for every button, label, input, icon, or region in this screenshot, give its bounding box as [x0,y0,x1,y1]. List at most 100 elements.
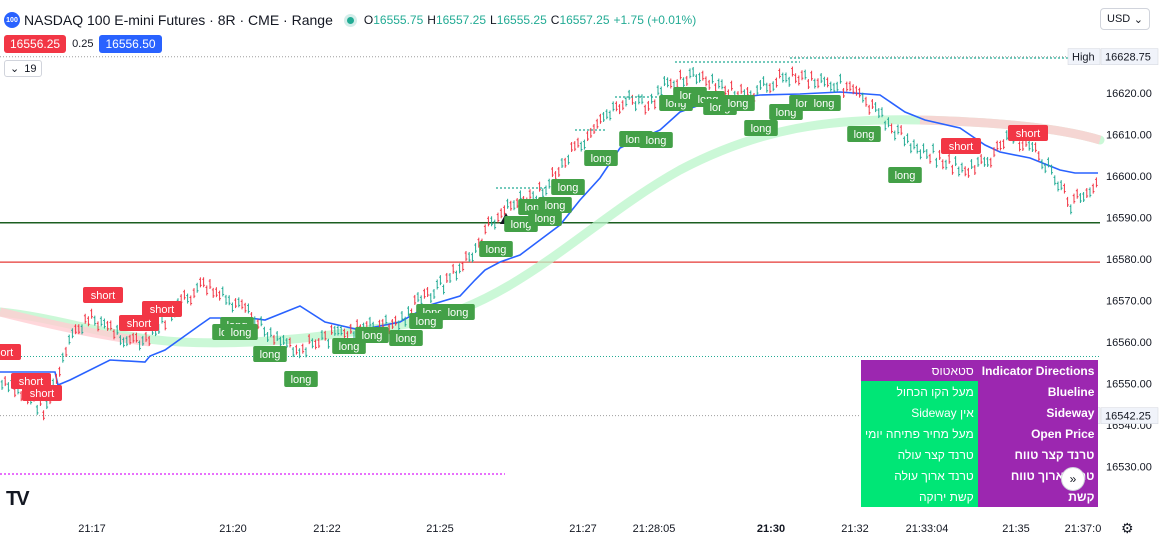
long-signal-badge-bg [807,95,841,111]
scroll-to-realtime-button[interactable]: » [1061,467,1085,491]
open-value: 16555.75 [373,13,424,27]
high-value-label-bg [1100,48,1159,65]
status-cell: טרנד ארוך עולה [861,465,978,486]
indicator-cell: קשת [977,486,1099,507]
short-signal-badge: short [91,290,115,302]
time-axis-tick: 21:22 [313,523,341,535]
indicator-cell: Open Price [977,423,1099,444]
long-signal-badge-bg [538,197,572,213]
short-signal-badge: short [127,318,151,330]
high-value: 16557.25 [435,13,487,27]
time-axis-tick: 21:25 [426,523,454,535]
long-signal-badge-bg [284,371,318,387]
long-signal-badge: long [814,98,835,110]
price-axis-tick: 16560.00 [1106,337,1152,349]
time-axis-tick: 21:28:05 [633,523,676,535]
short-signal-badge: short [30,388,54,400]
long-signal-badge-bg [528,210,562,226]
spread-value: 0.25 [72,38,94,50]
short-signal-badge-bg [1008,125,1048,141]
gear-icon[interactable]: ⚙ [1121,520,1134,536]
price-axis-tick: 16590.00 [1106,213,1152,225]
long-signal-badge: long [511,219,532,231]
short-signal-badge-bg [83,287,123,303]
sell-button[interactable]: 16556.25 [4,35,67,53]
indicator-cell: Sideway [977,402,1099,423]
long-signal-badge: long [396,333,417,345]
indicators-count: 19 [24,62,37,75]
currency-selector[interactable]: USD ⌄ [1100,8,1150,30]
long-signal-badge-bg [253,346,287,362]
table-header-indicator: Indicator Directions [977,360,1099,381]
double-chevron-right-icon: » [1069,472,1077,486]
long-signal-badge-bg [584,150,618,166]
chevron-down-icon: ⌄ [10,63,20,75]
time-axis-tick: 21:27 [569,523,597,535]
short-signal-badge: short [150,304,174,316]
blueline [0,91,1098,387]
time-axis-tick: 21:32 [841,523,869,535]
buy-button[interactable]: 16556.50 [99,35,162,53]
time-axis-tick: 21:17 [78,523,106,535]
high-label-bg [1067,48,1101,65]
long-signal-badge: long [291,374,312,386]
short-signal-badge-bg [22,385,62,401]
high-label: High [1072,52,1095,64]
short-signal-badge-bg [0,344,21,360]
long-signal-badge-bg [744,120,778,136]
long-signal-badge-bg [355,327,389,343]
low-value: 16555.25 [496,13,547,27]
chevron-down-icon: ⌄ [1133,13,1143,26]
short-signal-badge-bg [941,138,981,154]
indicator-cell: טרנד קצר טווח [977,444,1099,465]
status-cell: מעל מחיר פתיחה יומי [861,423,978,444]
long-signal-badge: long [486,244,507,256]
status-cell: מעל הקו הכחול [861,381,978,402]
price-axis-tick: 16550.00 [1106,379,1152,391]
short-signal-badge-bg [119,315,159,331]
long-signal-badge-bg [409,313,443,329]
price-axis-tick: 16530.00 [1106,462,1152,474]
short-signal-badge: short [949,141,973,153]
status-cell: אין Sideway [861,402,978,423]
symbol-title[interactable]: NASDAQ 100 E-mini Futures · 8R · CME · R… [24,12,333,28]
long-signal-badge-bg [639,132,673,148]
high-value-label: 16628.75 [1105,52,1151,64]
long-signal-badge: long [362,330,383,342]
long-signal-badge: long [231,327,252,339]
long-signal-badge: long [728,98,749,110]
long-signal-badge: long [545,200,566,212]
status-cell: טרנד קצר עולה [861,444,978,465]
long-signal-badge: long [558,182,579,194]
long-signal-badge-bg [888,167,922,183]
short-signal-badge: short [0,347,13,359]
indicators-collapse-button[interactable]: ⌄ 19 [4,60,43,77]
price-axis-tick: 16600.00 [1106,171,1152,183]
long-signal-badge-bg [224,324,258,340]
long-signal-badge: long [416,316,437,328]
price-axis-tick: 16620.00 [1106,88,1152,100]
market-open-dot-icon [346,16,354,24]
table-header-status: סטאטוס [861,360,978,381]
long-signal-badge-bg [551,179,585,195]
long-signal-badge: long [260,349,281,361]
short-signal-badge: short [1016,128,1040,140]
status-cell: קשת ירוקה [861,486,978,507]
price-axis-tick: 16570.00 [1106,296,1152,308]
close-value: 16557.25 [559,13,610,27]
time-axis-tick: 21:33:04 [906,523,949,535]
long-signal-badge: long [591,153,612,165]
ohlc-values: O16555.75 H16557.25 L16555.25 C16557.25 … [363,13,697,27]
indicator-cell: Blueline [977,381,1099,402]
trade-buttons: 16556.25 0.25 16556.50 [4,35,162,53]
chart-header: 100 NASDAQ 100 E-mini Futures · 8R · CME… [4,10,696,30]
change-value: +1.75 (+0.01%) [613,13,697,27]
long-signal-badge: long [535,213,556,225]
symbol-logo[interactable]: 100 [4,12,20,28]
long-signal-badge: long [854,129,875,141]
long-signal-badge: long [751,123,772,135]
long-signal-badge-bg [479,241,513,257]
long-signal-badge: long [646,135,667,147]
tradingview-logo[interactable]: TV [6,488,30,510]
